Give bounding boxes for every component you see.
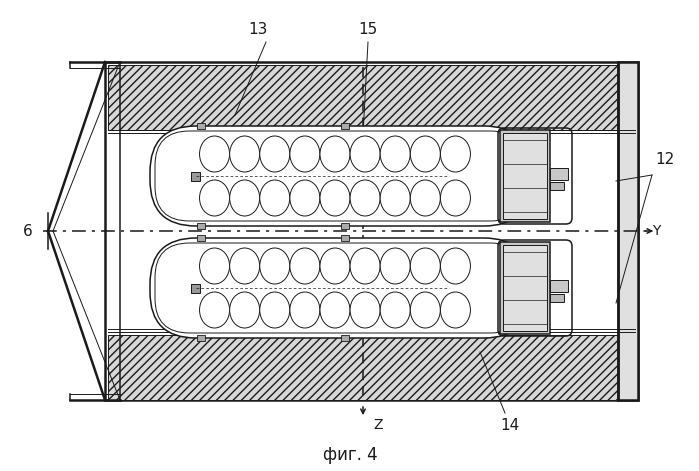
Bar (503, 245, 547, 331)
Ellipse shape (440, 292, 470, 328)
Bar (197, 335, 205, 341)
Ellipse shape (440, 180, 470, 216)
Text: Y: Y (652, 224, 661, 238)
Ellipse shape (199, 292, 229, 328)
Bar (500, 130, 550, 222)
Bar (500, 242, 550, 334)
Ellipse shape (410, 136, 440, 172)
Text: 15: 15 (359, 23, 377, 38)
Bar (341, 123, 349, 129)
Ellipse shape (350, 292, 380, 328)
Ellipse shape (380, 292, 410, 328)
Ellipse shape (380, 248, 410, 284)
FancyBboxPatch shape (155, 131, 525, 221)
Ellipse shape (410, 248, 440, 284)
FancyBboxPatch shape (150, 238, 530, 338)
Bar (341, 223, 349, 229)
Bar (105, 62, 638, 400)
Ellipse shape (230, 248, 259, 284)
Ellipse shape (380, 136, 410, 172)
FancyBboxPatch shape (155, 243, 525, 333)
Ellipse shape (350, 136, 380, 172)
Bar (618, 62, 638, 400)
Ellipse shape (350, 180, 380, 216)
Text: 14: 14 (500, 417, 519, 432)
Ellipse shape (199, 136, 229, 172)
Ellipse shape (320, 180, 350, 216)
Bar (197, 223, 205, 229)
Text: фиг. 4: фиг. 4 (323, 446, 377, 464)
Bar (341, 335, 349, 341)
Ellipse shape (290, 180, 320, 216)
Bar (191, 171, 200, 180)
Ellipse shape (290, 136, 320, 172)
Bar (550, 294, 564, 302)
Bar (108, 65, 635, 130)
Ellipse shape (230, 180, 259, 216)
Ellipse shape (199, 248, 229, 284)
Ellipse shape (260, 248, 290, 284)
Bar (197, 123, 205, 129)
Ellipse shape (350, 248, 380, 284)
Bar (550, 280, 568, 292)
Text: 13: 13 (248, 23, 268, 38)
Ellipse shape (410, 292, 440, 328)
Bar (550, 182, 564, 190)
Ellipse shape (290, 248, 320, 284)
Ellipse shape (440, 136, 470, 172)
Bar (503, 133, 547, 219)
Bar (341, 235, 349, 241)
Bar (550, 168, 568, 180)
Ellipse shape (290, 292, 320, 328)
Ellipse shape (230, 292, 259, 328)
Ellipse shape (320, 136, 350, 172)
Ellipse shape (199, 180, 229, 216)
FancyBboxPatch shape (150, 126, 530, 226)
Bar (197, 235, 205, 241)
Text: 12: 12 (655, 153, 675, 168)
Ellipse shape (380, 180, 410, 216)
Text: 6: 6 (23, 224, 33, 238)
Text: Z: Z (373, 418, 382, 432)
Ellipse shape (260, 136, 290, 172)
Ellipse shape (230, 136, 259, 172)
Ellipse shape (320, 248, 350, 284)
Bar (108, 335, 635, 400)
Ellipse shape (410, 180, 440, 216)
Ellipse shape (440, 248, 470, 284)
Ellipse shape (260, 292, 290, 328)
Ellipse shape (260, 180, 290, 216)
Ellipse shape (320, 292, 350, 328)
Bar (191, 284, 200, 292)
